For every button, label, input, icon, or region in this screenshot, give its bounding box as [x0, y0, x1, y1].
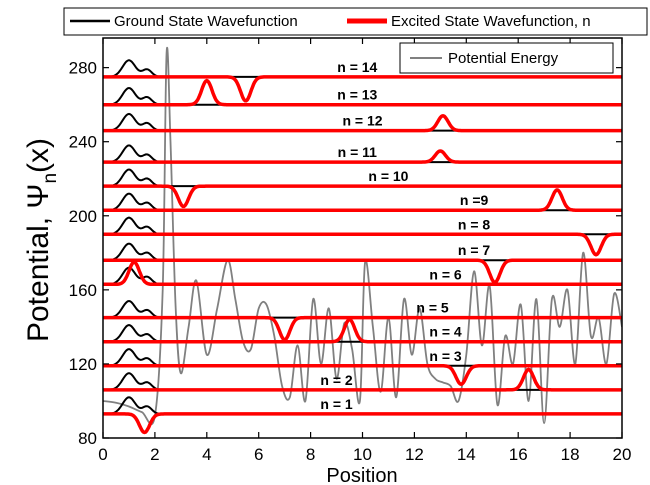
legend-excited-label: Excited State Wavefunction, n — [391, 13, 591, 30]
plot-area — [103, 46, 622, 435]
excited-state-line-n12 — [103, 114, 622, 133]
ground-state-line-n7 — [103, 242, 622, 262]
ground-state-line-n10 — [103, 168, 622, 188]
level-label-n2: n = 2 — [320, 372, 353, 388]
legend-top-box — [63, 7, 648, 36]
level-labels: n = 1 n = 2 n = 3 n = 4 n = 5 n = 6 n = 7 n = 8… — [320, 59, 490, 412]
y-axis-title-suffix: (x) — [22, 138, 55, 173]
x-tick-label: 10 — [353, 445, 372, 464]
legend-potential: Potential Energy — [399, 42, 614, 74]
ground-state-line-n8 — [103, 216, 622, 236]
legend-ground-label: Ground State Wavefunction — [114, 13, 298, 30]
y-axis-title-main: Potential, Ψ — [22, 184, 55, 342]
level-label-n7: n = 7 — [458, 242, 491, 258]
excited-state-line-n6 — [103, 260, 622, 287]
level-label-n4: n = 4 — [429, 324, 462, 340]
level-label-n14: n = 14 — [337, 59, 377, 75]
y-axis-title-subscript: n — [40, 173, 61, 184]
legend-top: Ground State Wavefunction Excited State … — [63, 7, 648, 36]
level-label-n13: n = 13 — [337, 87, 377, 103]
excited-state-line-n8 — [103, 232, 622, 257]
ground-state-line-n6 — [103, 266, 622, 286]
x-tick-label: 14 — [457, 445, 476, 464]
level-label-n12: n = 12 — [342, 113, 382, 129]
x-tick-label: 16 — [509, 445, 528, 464]
x-tick-label: 0 — [98, 445, 107, 464]
excited-state-line-n4 — [103, 317, 622, 344]
y-axis-title: Potential, Ψn(x) — [22, 138, 61, 342]
x-tick-label: 12 — [405, 445, 424, 464]
level-label-n5: n = 5 — [416, 300, 449, 316]
x-tick-label: 20 — [613, 445, 632, 464]
level-label-n11: n = 11 — [338, 144, 378, 160]
excited-state-line-n7 — [103, 258, 622, 285]
level-label-n8: n = 8 — [458, 216, 491, 232]
x-tick-label: 6 — [254, 445, 263, 464]
y-tick-label: 240 — [69, 133, 97, 152]
y-tick-label: 80 — [78, 429, 97, 448]
level-label-n6: n = 6 — [429, 266, 462, 282]
excited-state-line-n5 — [103, 315, 622, 342]
excited-state-line-n11 — [103, 149, 622, 164]
x-tick-label: 4 — [202, 445, 211, 464]
level-label-n10: n = 10 — [368, 168, 408, 184]
level-label-n3: n = 3 — [429, 348, 462, 364]
y-tick-label: 280 — [69, 59, 97, 78]
x-tick-label: 2 — [150, 445, 159, 464]
y-tick-label: 160 — [69, 281, 97, 300]
x-axis-title: Position — [326, 465, 397, 485]
x-tick-label: 18 — [561, 445, 580, 464]
legend-potential-label: Potential Energy — [448, 50, 559, 67]
level-label-n9: n =9 — [460, 192, 489, 208]
excited-state-line-n14 — [103, 75, 622, 103]
excited-state-line-n9 — [103, 188, 622, 212]
excited-state-line-n10 — [103, 184, 622, 209]
level-label-n1: n = 1 — [320, 396, 353, 412]
excited-state-line-n3 — [103, 364, 622, 387]
axis-ticks: 0 2 4 6 8 10 12 14 16 18 20 80 120 160 200 240 280 — [69, 38, 632, 464]
excited-state-line-n13 — [103, 78, 622, 107]
x-tick-label: 8 — [306, 445, 315, 464]
ground-state-line-n1 — [103, 396, 622, 415]
excited-state-line-n1 — [103, 412, 622, 435]
y-tick-label: 120 — [69, 355, 97, 374]
excited-state-line-n2 — [103, 367, 622, 392]
ground-state-line-n2 — [103, 372, 622, 391]
y-tick-label: 200 — [69, 207, 97, 226]
